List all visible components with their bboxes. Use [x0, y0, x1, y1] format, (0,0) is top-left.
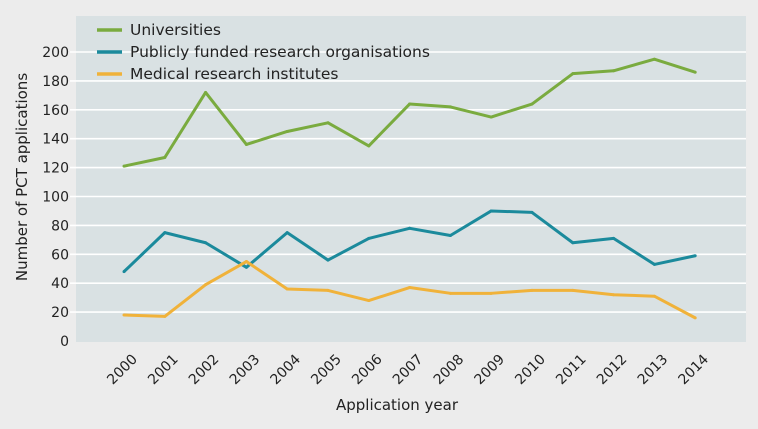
y-tick-label: 160 — [42, 103, 69, 119]
data-point — [204, 241, 208, 245]
data-point — [326, 121, 330, 125]
data-point — [122, 270, 126, 274]
y-tick-label: 20 — [51, 305, 69, 321]
data-point — [408, 226, 412, 230]
data-point — [448, 291, 452, 295]
data-point — [693, 70, 697, 74]
data-point — [489, 115, 493, 119]
data-point — [244, 265, 248, 269]
x-tick-label: 2009 — [472, 352, 509, 389]
x-tick-label: 2006 — [349, 351, 386, 388]
data-point — [652, 262, 656, 266]
data-point — [408, 102, 412, 106]
data-point — [326, 258, 330, 262]
x-tick-label: 2011 — [553, 352, 590, 389]
x-tick-label: 2010 — [512, 352, 549, 389]
y-tick-label: 80 — [51, 218, 69, 234]
y-axis-label: Number of PCT applications — [13, 73, 31, 281]
data-point — [285, 129, 289, 133]
data-point — [571, 72, 575, 76]
x-tick-label: 2007 — [390, 352, 427, 389]
data-point — [612, 293, 616, 297]
data-point — [448, 105, 452, 109]
y-tick-label: 180 — [42, 74, 69, 90]
x-tick-label: 2008 — [431, 352, 468, 389]
data-point — [204, 283, 208, 287]
data-point — [530, 288, 534, 292]
x-tick-label: 2012 — [594, 352, 631, 389]
data-point — [122, 164, 126, 168]
data-point — [204, 90, 208, 94]
data-point — [530, 210, 534, 214]
x-tick-label: 2013 — [635, 352, 672, 389]
data-point — [285, 231, 289, 235]
data-point — [244, 260, 248, 264]
y-tick-label: 140 — [42, 132, 69, 148]
legend-label: Medical research institutes — [130, 65, 338, 83]
data-point — [489, 291, 493, 295]
data-point — [571, 288, 575, 292]
x-tick-label: 2002 — [186, 352, 223, 389]
data-point — [693, 254, 697, 258]
data-point — [367, 236, 371, 240]
data-point — [163, 314, 167, 318]
data-point — [367, 299, 371, 303]
data-point — [163, 231, 167, 235]
y-tick-label: 200 — [42, 45, 69, 61]
legend-label: Universities — [130, 21, 221, 39]
x-axis-label: Application year — [336, 396, 459, 414]
y-tick-label: 100 — [42, 190, 69, 206]
x-tick-label: 2004 — [268, 351, 305, 388]
x-tick-label: 2005 — [308, 352, 345, 389]
x-tick-label: 2000 — [104, 352, 141, 389]
y-tick-label: 120 — [42, 161, 69, 177]
data-point — [326, 288, 330, 292]
data-point — [244, 142, 248, 146]
data-point — [448, 234, 452, 238]
data-point — [408, 286, 412, 290]
data-point — [571, 241, 575, 245]
data-point — [367, 144, 371, 148]
legend-label: Publicly funded research organisations — [130, 43, 430, 61]
data-point — [652, 294, 656, 298]
x-tick-label: 2001 — [145, 352, 182, 389]
data-point — [530, 102, 534, 106]
data-point — [612, 69, 616, 73]
data-point — [652, 57, 656, 61]
data-point — [693, 316, 697, 320]
y-tick-label: 40 — [51, 276, 69, 292]
x-tick-label: 2014 — [676, 351, 713, 388]
data-point — [489, 209, 493, 213]
x-tick-label: 2003 — [227, 352, 264, 389]
data-point — [285, 287, 289, 291]
data-point — [122, 313, 126, 317]
y-tick-label: 0 — [60, 334, 69, 350]
data-point — [612, 236, 616, 240]
y-tick-label: 60 — [51, 247, 69, 263]
data-point — [163, 155, 167, 159]
